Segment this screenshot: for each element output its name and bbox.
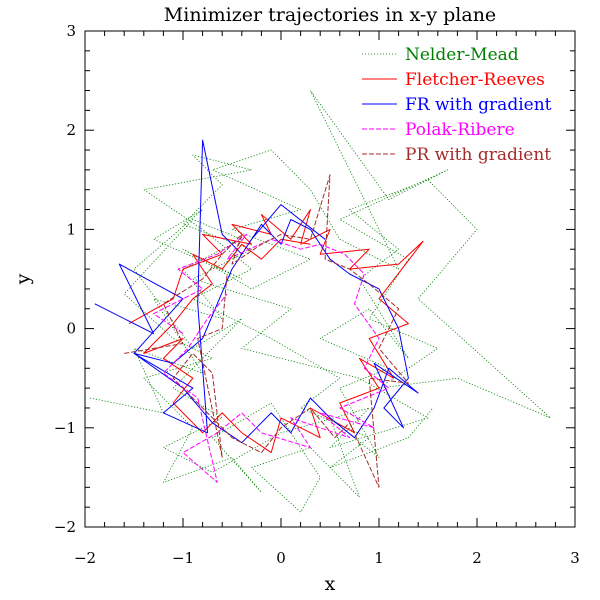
tick-labels: −2 −1 0 1 2 3 −2 −1 0 1 2 3 bbox=[54, 22, 580, 567]
y-tick-label: 1 bbox=[66, 220, 76, 238]
x-tick-label: 1 bbox=[374, 549, 384, 567]
chart-title: Minimizer trajectories in x-y plane bbox=[164, 4, 496, 26]
series-line-fr-with-gradient bbox=[94, 139, 419, 444]
legend-label-nelder-mead: Nelder-Mead bbox=[405, 45, 519, 65]
x-tick-label: 2 bbox=[472, 549, 482, 567]
legend-label-fr-with-gradient: FR with gradient bbox=[405, 95, 552, 115]
legend-label-fletcher-reeves: Fletcher-Reeves bbox=[405, 70, 545, 90]
plot-area bbox=[84, 30, 576, 528]
series-line-fletcher-reeves bbox=[128, 209, 424, 454]
y-tick-label: −2 bbox=[54, 518, 76, 536]
y-tick-label: −1 bbox=[54, 419, 76, 437]
y-tick-label: 0 bbox=[66, 320, 76, 338]
y-axis-label: y bbox=[12, 273, 34, 285]
legend: Nelder-Mead Fletcher-Reeves FR with gradie… bbox=[362, 45, 552, 165]
ticks-group bbox=[84, 30, 576, 528]
x-tick-label: 3 bbox=[570, 549, 580, 567]
x-tick-label: 0 bbox=[276, 549, 286, 567]
x-tick-label: −2 bbox=[74, 549, 96, 567]
x-tick-label: −1 bbox=[172, 549, 194, 567]
series-line-nelder-mead bbox=[89, 90, 551, 513]
series-group bbox=[89, 90, 551, 513]
series-line-pr-with-gradient bbox=[124, 174, 409, 488]
series-line-polak-ribere bbox=[153, 233, 390, 483]
legend-label-polak-ribere: Polak-Ribere bbox=[405, 120, 515, 140]
x-axis-label: x bbox=[325, 573, 336, 595]
y-tick-label: 3 bbox=[66, 22, 76, 40]
plot-frame bbox=[84, 30, 576, 528]
legend-label-pr-with-gradient: PR with gradient bbox=[405, 145, 551, 165]
y-tick-label: 2 bbox=[66, 121, 76, 139]
